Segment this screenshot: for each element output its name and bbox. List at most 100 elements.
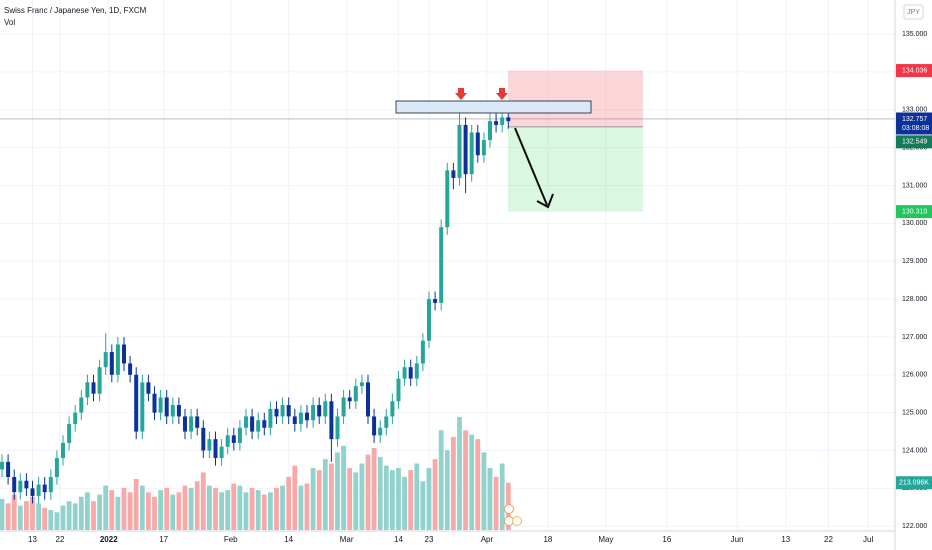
volume-bar xyxy=(207,485,212,530)
x-tick-label: Apr xyxy=(481,535,494,544)
volume-bar xyxy=(310,467,316,530)
y-tick-label: 124.000 xyxy=(902,447,927,454)
candle-body xyxy=(298,412,303,424)
volume-bar xyxy=(0,498,5,530)
target-label-bg xyxy=(896,205,932,219)
currency-button[interactable] xyxy=(903,4,924,20)
volume-bar xyxy=(274,487,279,530)
candle-body xyxy=(262,420,267,428)
volume-bar xyxy=(322,459,328,530)
volume-bar xyxy=(298,485,304,530)
candle-body xyxy=(359,382,364,387)
price-axis: 122.000123.000124.000125.000126.000127.0… xyxy=(28,31,932,544)
direction-arrow-head xyxy=(536,193,554,209)
candle-body xyxy=(207,439,212,451)
target-label: 130.310 xyxy=(902,208,927,215)
candle-body xyxy=(402,367,407,379)
candle-body xyxy=(317,405,322,417)
direction-arrow[interactable] xyxy=(514,127,548,206)
x-tick-label: 14 xyxy=(284,535,293,544)
y-tick-label: 126.000 xyxy=(902,372,927,379)
volume-bar xyxy=(42,507,48,530)
volume-bar xyxy=(304,483,310,530)
volume-bar xyxy=(182,485,188,530)
volume-bar xyxy=(347,467,353,530)
candle-body xyxy=(457,124,462,178)
candle-body xyxy=(54,458,59,477)
volume-bar xyxy=(158,490,164,530)
volume-bar xyxy=(152,496,157,530)
volume-bar xyxy=(188,487,194,530)
volume-bar xyxy=(164,487,170,530)
volume-bar xyxy=(457,416,462,530)
volume-bar xyxy=(170,494,176,530)
candle-body xyxy=(170,405,175,417)
y-tick-label: 130.000 xyxy=(902,220,927,227)
x-tick-label: May xyxy=(598,535,613,544)
volume-bar xyxy=(267,492,273,530)
candle-body xyxy=(36,484,41,496)
candle-body xyxy=(213,439,218,459)
volume-bar xyxy=(17,505,23,530)
candle-body xyxy=(195,416,200,428)
last-price-bg xyxy=(896,112,932,135)
volume-bar xyxy=(365,454,371,530)
candle-body xyxy=(463,124,468,175)
position-tool[interactable] xyxy=(508,70,643,212)
candle-body xyxy=(164,397,169,417)
x-tick-label: 17 xyxy=(159,535,168,544)
candle-body xyxy=(42,484,47,493)
candle-body xyxy=(250,416,255,432)
volume-bar xyxy=(377,456,383,530)
candle-body xyxy=(158,397,163,413)
candle-body xyxy=(341,397,346,417)
event-icon[interactable] xyxy=(504,504,514,514)
volume-bar xyxy=(444,450,450,530)
candle-body xyxy=(433,299,438,303)
volume-bar xyxy=(493,476,499,530)
volume-label-bg xyxy=(896,476,932,490)
marks xyxy=(0,106,511,530)
volume-bar xyxy=(91,501,96,530)
signal-arrow xyxy=(455,88,467,100)
volume-bar xyxy=(11,494,17,530)
volume-bar xyxy=(103,485,109,530)
candle-body xyxy=(128,363,133,375)
candle-body xyxy=(79,397,84,413)
candle-body xyxy=(152,393,157,413)
resistance-zone[interactable] xyxy=(395,100,592,114)
x-tick-label: 22 xyxy=(824,535,833,544)
volume-bar xyxy=(237,485,243,530)
volume-bar xyxy=(463,430,468,530)
candle-body xyxy=(396,378,401,402)
volume-bar xyxy=(432,459,438,530)
candle-body xyxy=(18,480,23,493)
x-tick-label: 18 xyxy=(543,535,552,544)
candle-body xyxy=(243,416,248,428)
volume-bar xyxy=(231,483,237,530)
volume-bar xyxy=(286,476,292,530)
candle-body xyxy=(140,382,145,432)
volume-bar xyxy=(353,472,359,530)
candle-body xyxy=(329,401,334,440)
candle-body xyxy=(445,170,450,228)
volume-bar xyxy=(328,463,334,530)
y-tick-label: 129.000 xyxy=(902,258,927,265)
volume-bar xyxy=(402,476,407,530)
candle-body xyxy=(414,363,419,379)
candle-body xyxy=(372,416,377,436)
candle-body xyxy=(61,442,66,459)
event-icon[interactable] xyxy=(512,516,522,526)
last-price-label: 132.757 xyxy=(902,116,927,123)
y-tick-label: 131.000 xyxy=(902,182,927,189)
candle-body xyxy=(201,427,206,451)
volume-bar xyxy=(24,501,29,530)
volume-bar xyxy=(261,494,267,530)
y-tick-label: 122.000 xyxy=(902,523,927,530)
stop-label-bg xyxy=(896,64,932,78)
volume-bar xyxy=(194,481,200,530)
y-tick-label: 125.000 xyxy=(902,409,927,416)
candle-body xyxy=(0,461,5,470)
volume-bar xyxy=(359,463,365,530)
candle-body xyxy=(311,405,316,421)
